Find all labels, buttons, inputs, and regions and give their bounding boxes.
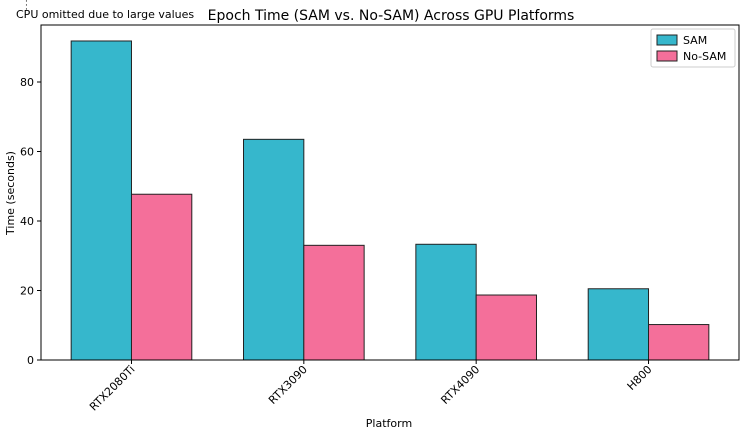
y-tick-label: 0 [27,354,34,367]
x-tick-label: H800 [625,363,655,393]
y-tick-label: 80 [20,76,34,89]
bar-sam-rtx3090 [243,138,305,361]
bar-no-sam-rtx3090 [303,244,365,361]
bar-no-sam-h800 [648,324,710,361]
bar-sam-h800 [587,288,650,361]
x-axis-label: Platform [366,417,412,430]
bar-sam-rtx2080ti [70,40,132,361]
annotation-note: CPU omitted due to large values [16,8,195,21]
y-tick-label: 20 [20,284,34,297]
x-tick-label: RTX4090 [438,363,482,407]
y-tick-label: 60 [20,145,34,158]
x-tick-label: RTX3090 [266,363,310,407]
bar-no-sam-rtx4090 [475,294,537,361]
legend-swatch-sam [656,34,678,46]
legend-label-no-sam: No-SAM [683,50,726,63]
legend-label-sam: SAM [683,34,707,47]
legend-swatch-no-sam [656,50,678,62]
plot-frame [40,24,740,361]
bar-no-sam-rtx2080ti [130,193,193,361]
x-tick-label: RTX2080Ti [87,363,138,414]
bar-sam-rtx4090 [415,243,477,361]
overflow-dots-icon: · · · [25,0,28,15]
y-tick-label: 40 [20,215,34,228]
chart-title: Epoch Time (SAM vs. No-SAM) Across GPU P… [208,8,575,24]
y-axis-label: Time (seconds) [4,151,17,236]
